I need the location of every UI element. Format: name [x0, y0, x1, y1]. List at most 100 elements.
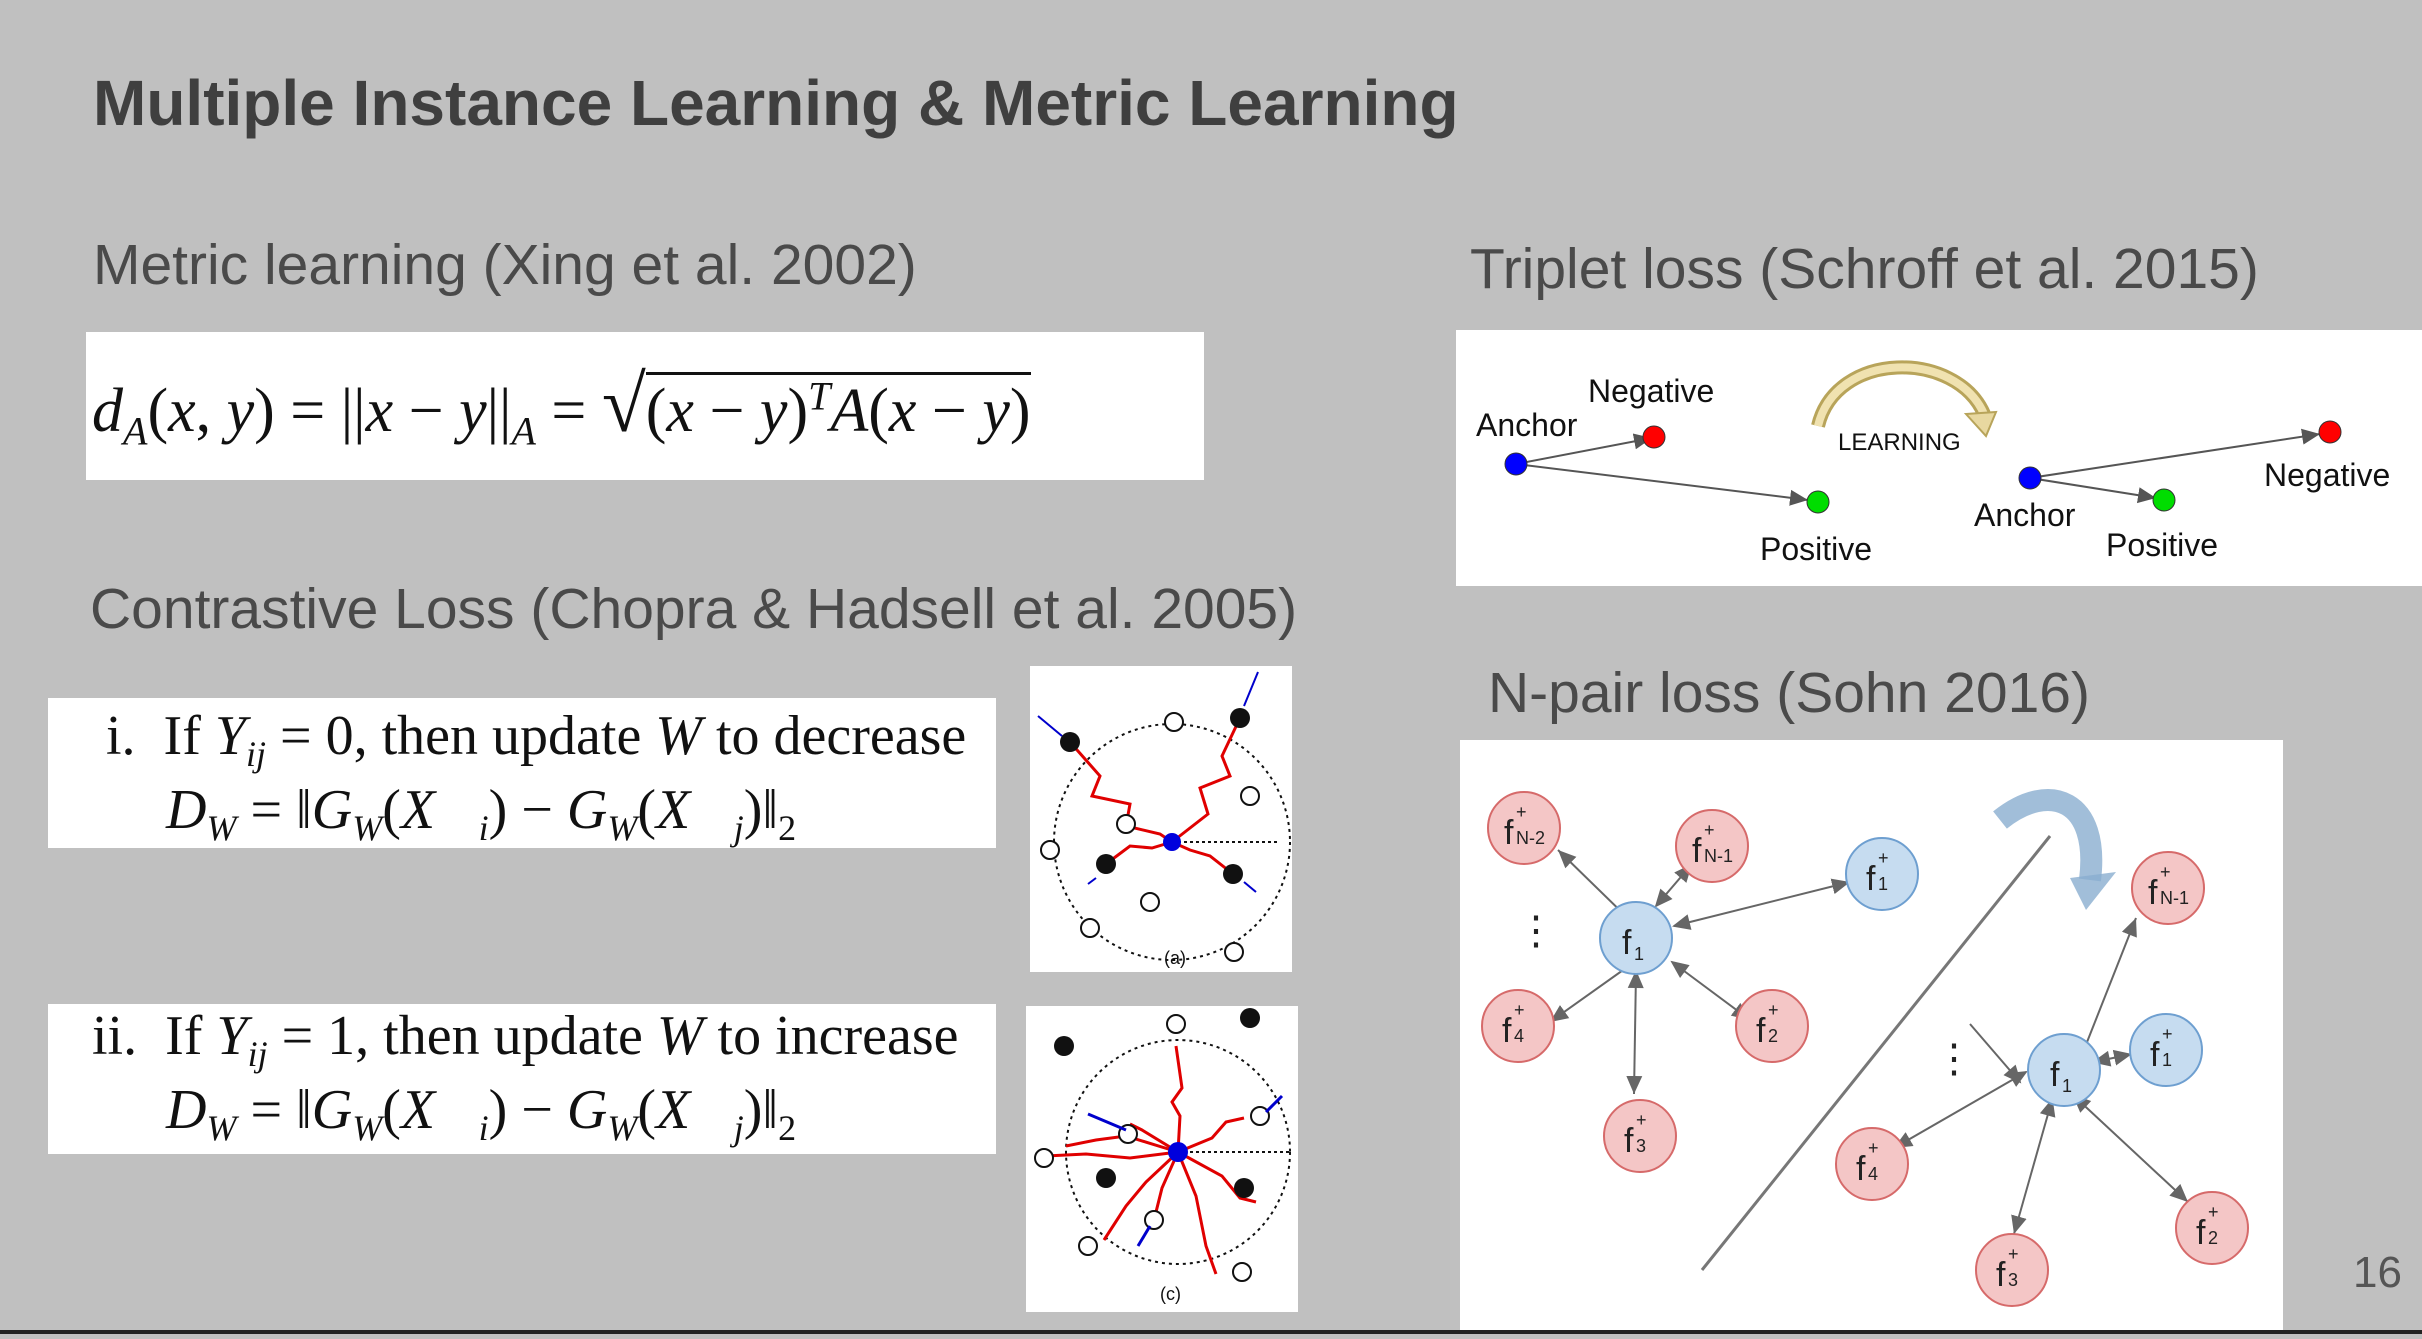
anchor-point	[1168, 1142, 1188, 1162]
svg-text:f: f	[1866, 860, 1876, 898]
svg-text:f: f	[1756, 1012, 1766, 1050]
svg-text:N-2: N-2	[1516, 828, 1545, 848]
npair-node-left-fN-2	[1487, 791, 1561, 865]
springs	[1045, 1045, 1257, 1275]
npair-node-right-fN-1	[2131, 851, 2205, 925]
contrastive-rule-i-box: i. If Yij = 0, then update W to decrease…	[48, 698, 996, 848]
npair-node-left-f1plus	[1845, 837, 1919, 911]
positive-dot	[1806, 490, 1830, 514]
similar-point	[1223, 864, 1243, 884]
npair-node-left-f3	[1603, 1099, 1677, 1173]
contrastive-figure-a: (a)	[1030, 666, 1292, 972]
negative-dot	[1642, 425, 1666, 449]
anchor-negative-link-after	[2029, 428, 2321, 479]
npair-node-left-fN-1	[1675, 809, 1749, 883]
similar-point	[1240, 1008, 1260, 1028]
anchor-point	[1163, 833, 1181, 851]
force-arrow	[1264, 1094, 1284, 1114]
triplet-loss-diagram: Anchor Negative Positive LEARNING Anchor…	[1476, 360, 2390, 567]
dissimilar-point	[1080, 918, 1100, 938]
dissimilar-point	[1116, 814, 1136, 834]
negative-dot-after	[2318, 420, 2342, 444]
force-arrow	[1243, 671, 1259, 707]
positive-label-after: Positive	[2106, 527, 2218, 563]
dissimilar-point	[1164, 712, 1184, 732]
npair-node-left-f1	[1599, 901, 1673, 975]
svg-text:1: 1	[1878, 874, 1888, 894]
svg-text:+: +	[1636, 1110, 1647, 1130]
anchor-positive-link	[1515, 463, 1809, 506]
npair-node-right-f2	[2175, 1191, 2249, 1265]
dissimilar-point	[1040, 840, 1060, 860]
dissimilar-point	[1250, 1106, 1270, 1126]
svg-text:f: f	[1624, 1122, 1634, 1160]
anchor-label-after: Anchor	[1974, 497, 2076, 533]
figure-c-caption: (c)	[1160, 1284, 1181, 1304]
svg-text:f: f	[1996, 1256, 2006, 1294]
svg-text:f: f	[2050, 1056, 2060, 1094]
learning-arrow-head	[1963, 410, 1998, 438]
anchor-negative-link	[1515, 433, 1653, 465]
spring	[1171, 840, 1234, 876]
svg-text:2: 2	[1768, 1026, 1778, 1046]
svg-text:2: 2	[2208, 1228, 2218, 1248]
svg-text:f: f	[1504, 814, 1514, 852]
contrastive-rule-ii-formula: DW = ‖GW(X⃗i) − GW(X⃗j)‖2	[166, 1079, 797, 1149]
negative-label-after: Negative	[2264, 457, 2390, 493]
npair-node-right-f1	[2027, 1033, 2101, 1107]
anchor-dot-after	[2018, 466, 2042, 490]
dissimilar-point	[1232, 1262, 1252, 1282]
similar-point	[1234, 1178, 1254, 1198]
learning-arrow	[1811, 360, 1991, 428]
force-arrow	[1037, 715, 1063, 737]
svg-text:+: +	[2160, 862, 2171, 882]
bottom-rule	[0, 1330, 2422, 1334]
similar-point	[1054, 1036, 1074, 1056]
figure-c-diagram: (c)	[1034, 1008, 1291, 1304]
right-ellipsis: ⋮	[1934, 1037, 1974, 1081]
svg-text:+: +	[1868, 1138, 1879, 1158]
similar-point	[1060, 732, 1080, 752]
npair-loss-heading: N-pair loss (Sohn 2016)	[1488, 661, 2090, 725]
svg-text:f: f	[1856, 1150, 1866, 1188]
contrastive-rule-ii-box: ii. If Yij = 1, then update W to increas…	[48, 1004, 996, 1154]
svg-text:f: f	[1692, 832, 1702, 870]
svg-text:f: f	[2148, 874, 2158, 912]
svg-text:N-1: N-1	[2160, 888, 2189, 908]
anchor-label: Anchor	[1476, 407, 1578, 443]
positive-label: Positive	[1760, 531, 1872, 567]
rotation-arrow	[1993, 789, 2103, 882]
triplet-loss-figure: Anchor Negative Positive LEARNING Anchor…	[1456, 330, 2422, 586]
npair-node-right-f4	[1835, 1127, 1909, 1201]
learning-arrow-inner	[1814, 363, 1988, 428]
learning-label: LEARNING	[1838, 429, 1961, 456]
spring	[1171, 717, 1242, 844]
contrastive-rule-i-formula: DW = ‖GW(X⃗i) − GW(X⃗j)‖2	[166, 779, 797, 849]
force-arrow	[1087, 877, 1097, 885]
force-arrow	[1087, 1112, 1127, 1132]
npair-node-left-f2	[1735, 989, 1809, 1063]
svg-text:f: f	[1502, 1012, 1512, 1050]
triplet-loss-heading: Triplet loss (Schroff et al. 2015)	[1470, 237, 2259, 301]
spring	[1068, 741, 1173, 844]
left-edges	[1549, 849, 1851, 1095]
dissimilar-point	[1224, 942, 1244, 962]
svg-text:f: f	[2196, 1214, 2206, 1252]
svg-text:3: 3	[1636, 1136, 1646, 1156]
spring	[1105, 840, 1173, 866]
svg-text:+: +	[2008, 1244, 2019, 1264]
anchor-positive-link-after	[2029, 477, 2157, 504]
contrastive-figure-c: (c)	[1026, 1006, 1298, 1312]
rotation-arrow-head	[2070, 872, 2116, 910]
svg-text:f: f	[2150, 1036, 2160, 1074]
svg-text:+: +	[1516, 802, 1527, 822]
npair-node-right-f1plus	[2129, 1013, 2203, 1087]
negative-label: Negative	[1588, 373, 1714, 409]
dissimilar-point	[1140, 892, 1160, 912]
svg-text:+: +	[2208, 1202, 2219, 1222]
similar-point	[1096, 1168, 1116, 1188]
positive-dot-after	[2152, 488, 2176, 512]
similar-point	[1230, 708, 1250, 728]
